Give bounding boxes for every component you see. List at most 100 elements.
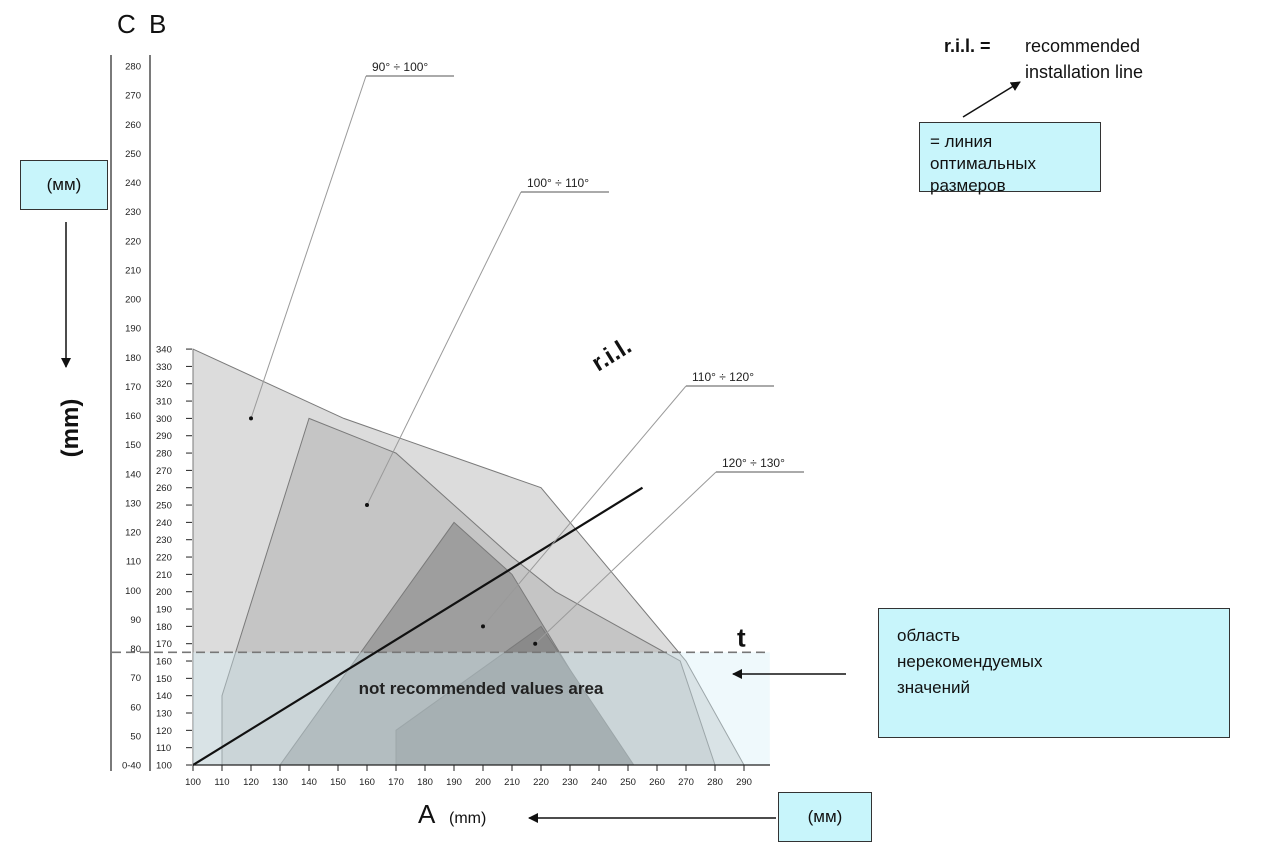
x-tick-label: 200 xyxy=(475,777,491,788)
c-tick-label: 210 xyxy=(125,265,141,276)
x-tick-label: 220 xyxy=(533,777,549,788)
b-tick-label: 120 xyxy=(156,726,172,737)
b-tick-label: 310 xyxy=(156,397,172,408)
c-tick-label: 60 xyxy=(130,702,141,713)
x-tick-label: 260 xyxy=(649,777,665,788)
b-tick-label: 150 xyxy=(156,674,172,685)
ril-translation-line2: размеров xyxy=(930,176,1006,195)
b-tick-label: 270 xyxy=(156,466,172,477)
b-axis-label: B xyxy=(149,9,166,39)
c-tick-label: 190 xyxy=(125,324,141,335)
vertical-unit-label: (mm) xyxy=(57,399,84,458)
left-unit-note: (мм) xyxy=(20,160,108,210)
b-tick-label: 200 xyxy=(156,587,172,598)
x-tick-label: 210 xyxy=(504,777,520,788)
zone-label-2: 100° ÷ 110° xyxy=(527,176,589,190)
c-tick-label: 220 xyxy=(125,236,141,247)
zone-label-1: 90° ÷ 100° xyxy=(372,60,428,74)
area-translation-line3: значений xyxy=(897,678,970,697)
legend-line1: recommended xyxy=(1025,36,1140,56)
zone-label-3: 110° ÷ 120° xyxy=(692,370,754,384)
c-tick-label: 150 xyxy=(125,440,141,451)
zone-anchor-dot-3 xyxy=(481,624,485,629)
ril-translation-note: = линия оптимальных размеров xyxy=(919,122,1101,195)
x-tick-label: 100 xyxy=(185,777,201,788)
b-tick-label: 330 xyxy=(156,362,172,373)
c-tick-label: 260 xyxy=(125,120,141,131)
b-tick-label: 170 xyxy=(156,639,172,650)
x-tick-label: 120 xyxy=(243,777,259,788)
c-tick-label: 140 xyxy=(125,469,141,480)
zone-leader-line-1 xyxy=(250,75,367,419)
x-tick-label: 170 xyxy=(388,777,404,788)
x-tick-label: 160 xyxy=(359,777,375,788)
b-tick-label: 220 xyxy=(156,553,172,564)
x-tick-label: 130 xyxy=(272,777,288,788)
b-tick-label: 100 xyxy=(156,761,172,772)
b-tick-label: 260 xyxy=(156,483,172,494)
c-tick-label: 70 xyxy=(130,673,141,684)
c-tick-label: 90 xyxy=(130,615,141,626)
c-tick-label: 0-40 xyxy=(122,761,141,772)
x-tick-label: 190 xyxy=(446,777,462,788)
b-tick-label: 110 xyxy=(156,743,171,754)
c-tick-label: 120 xyxy=(125,528,141,539)
not-recommended-area xyxy=(193,652,770,765)
legend-abbr: r.i.l. = xyxy=(944,36,991,56)
b-tick-label: 160 xyxy=(156,657,172,668)
b-tick-label: 340 xyxy=(156,345,172,356)
zone-leader-line-2 xyxy=(366,191,522,506)
x-tick-label: 150 xyxy=(330,777,346,788)
c-tick-label: 130 xyxy=(125,498,141,509)
ril-translation-arrow xyxy=(962,81,1021,118)
ril-line-label: r.i.l. xyxy=(587,332,636,377)
x-axis-unit: (mm) xyxy=(449,810,486,827)
x-tick-label: 250 xyxy=(620,777,636,788)
c-tick-label: 250 xyxy=(125,149,141,160)
c-axis-label: C xyxy=(117,9,136,39)
b-tick-label: 180 xyxy=(156,622,172,633)
c-tick-label: 180 xyxy=(125,353,141,364)
b-tick-label: 320 xyxy=(156,379,172,390)
x-tick-label: 270 xyxy=(678,777,694,788)
c-tick-label: 100 xyxy=(125,586,141,597)
not-recommended-label: not recommended values area xyxy=(359,679,604,698)
x-tick-label: 230 xyxy=(562,777,578,788)
x-tick-label: 280 xyxy=(707,777,723,788)
ril-translation-line1: = линия оптимальных xyxy=(930,132,1036,173)
c-tick-label: 230 xyxy=(125,207,141,218)
x-axis-label: A xyxy=(418,799,436,829)
zone-anchor-dot-4 xyxy=(533,641,538,646)
x-tick-label: 140 xyxy=(301,777,317,788)
b-tick-label: 140 xyxy=(156,691,172,702)
c-tick-label: 160 xyxy=(125,411,141,422)
c-tick-label: 50 xyxy=(130,731,141,742)
c-tick-label: 110 xyxy=(126,557,141,568)
b-tick-label: 210 xyxy=(156,570,172,581)
ril-line xyxy=(192,486,644,766)
b-tick-label: 280 xyxy=(156,449,172,460)
c-tick-label: 240 xyxy=(125,178,141,189)
b-tick-label: 290 xyxy=(156,431,172,442)
zone-anchor-dot-2 xyxy=(365,503,369,508)
zone-anchor-dot-1 xyxy=(249,416,253,421)
legend-line2: installation line xyxy=(1025,62,1143,82)
b-tick-label: 300 xyxy=(156,414,172,425)
x-tick-label: 110 xyxy=(214,777,229,788)
c-tick-label: 80 xyxy=(130,644,141,655)
zone-leader-line-4 xyxy=(534,471,717,645)
area-translation-note: область нерекомендуемых значений xyxy=(878,608,1230,738)
b-tick-label: 130 xyxy=(156,709,172,720)
x-tick-label: 240 xyxy=(591,777,607,788)
left-unit-text: (мм) xyxy=(46,175,82,194)
bottom-unit-text: (мм) xyxy=(807,807,843,826)
x-tick-label: 180 xyxy=(417,777,433,788)
c-tick-label: 170 xyxy=(125,382,141,393)
area-translation-line1: область xyxy=(897,626,960,645)
bottom-unit-note: (мм) xyxy=(778,792,872,842)
c-tick-label: 270 xyxy=(125,91,141,102)
area-translation-line2: нерекомендуемых xyxy=(897,652,1043,671)
zone-leader-line-3 xyxy=(482,385,687,627)
